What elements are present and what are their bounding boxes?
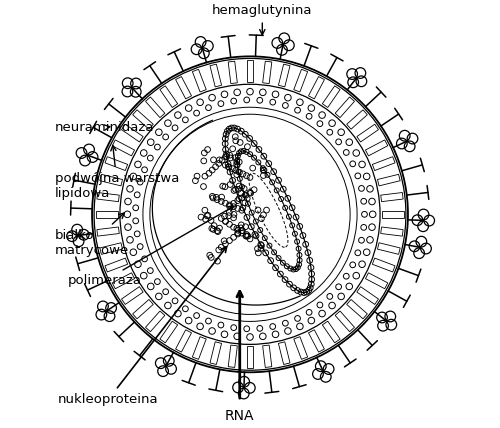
Text: białko
matrycowe: białko matrycowe — [55, 213, 130, 257]
Text: nukleoproteina: nukleoproteina — [58, 247, 226, 406]
Text: polimeraza: polimeraza — [68, 206, 234, 287]
Text: podwójna warstwa
lipidowa: podwójna warstwa lipidowa — [55, 146, 180, 200]
Text: RNA: RNA — [225, 409, 254, 423]
Text: neuraminidaza: neuraminidaza — [55, 121, 154, 134]
Text: hemaglutynina: hemaglutynina — [212, 4, 312, 35]
